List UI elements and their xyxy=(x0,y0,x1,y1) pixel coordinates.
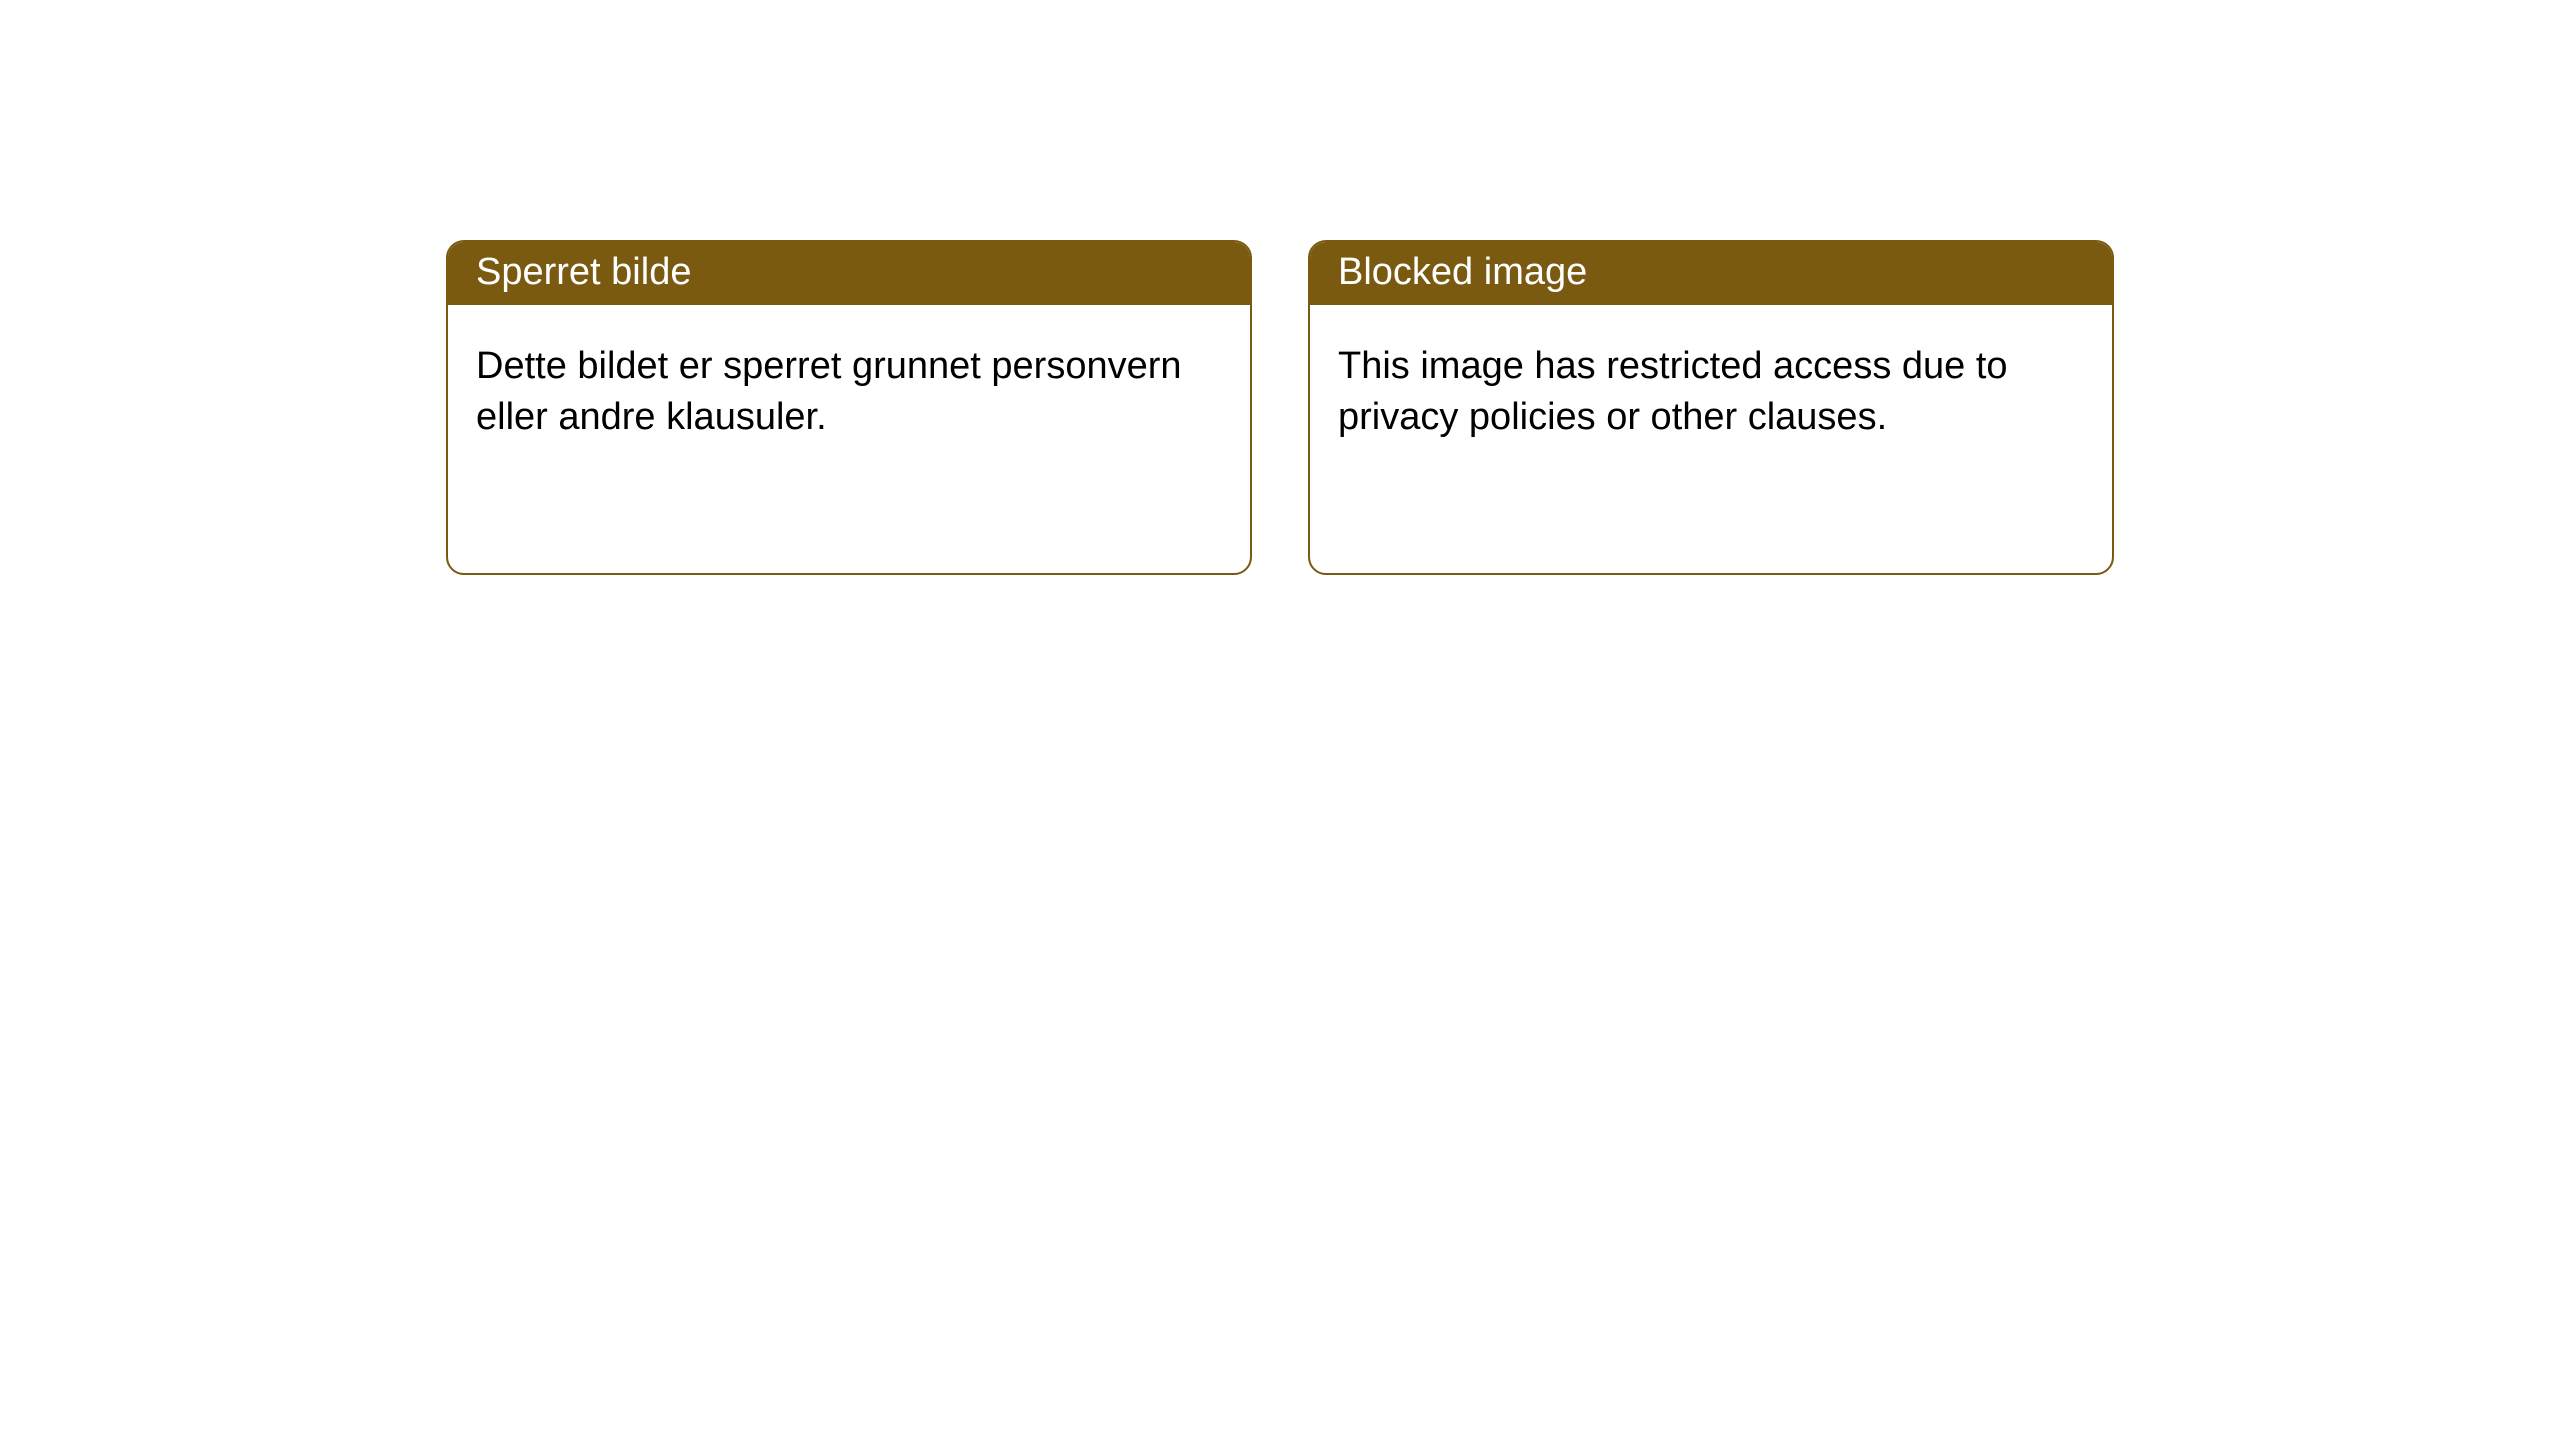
notice-body-english: This image has restricted access due to … xyxy=(1310,305,2112,480)
notice-header-english: Blocked image xyxy=(1310,242,2112,305)
notice-card-norwegian: Sperret bilde Dette bildet er sperret gr… xyxy=(446,240,1252,575)
notice-header-norwegian: Sperret bilde xyxy=(448,242,1250,305)
notice-container: Sperret bilde Dette bildet er sperret gr… xyxy=(0,0,2560,575)
notice-body-norwegian: Dette bildet er sperret grunnet personve… xyxy=(448,305,1250,480)
notice-card-english: Blocked image This image has restricted … xyxy=(1308,240,2114,575)
